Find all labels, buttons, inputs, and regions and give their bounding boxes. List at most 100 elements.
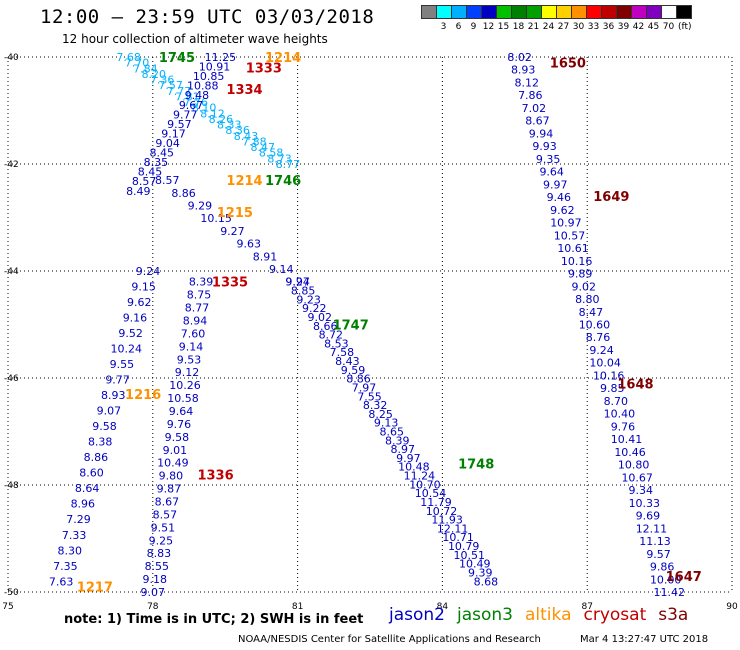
wave-height-value: 10.46 bbox=[614, 446, 646, 459]
wave-height-value: 8.02 bbox=[507, 51, 532, 64]
wave-height-value: 9.24 bbox=[285, 276, 310, 289]
wave-height-value: 7.33 bbox=[62, 529, 87, 542]
wave-height-value: 10.41 bbox=[611, 433, 643, 446]
wave-height-value: 8.76 bbox=[586, 331, 611, 344]
x-tick-label: 81 bbox=[292, 602, 303, 612]
wave-height-value: 10.67 bbox=[621, 471, 653, 484]
wave-height-value: 10.40 bbox=[604, 408, 636, 421]
wave-height-value: 8.43 bbox=[335, 355, 360, 368]
wave-height-value: 7.97 bbox=[352, 381, 377, 394]
wave-height-value: 8.57 bbox=[132, 175, 157, 188]
wave-height-value: 8.86 bbox=[171, 187, 196, 200]
wave-height-value: 7.88 bbox=[242, 135, 267, 148]
pass-time-label: 1217 bbox=[77, 581, 113, 596]
wave-height-value: 9.85 bbox=[600, 382, 625, 395]
color-scale-labels: 3 6 9 12 15 18 21 24 27 30 33 36 39 42 45 70 (ft) bbox=[421, 22, 692, 32]
wave-height-value: 8.57 bbox=[155, 174, 180, 187]
wave-height-value: 10.16 bbox=[561, 255, 593, 268]
wave-height-value: 9.16 bbox=[123, 312, 148, 325]
wave-height-value: 10.61 bbox=[557, 242, 589, 255]
wave-height-value: 7.76 bbox=[183, 96, 208, 109]
wave-height-value: 9.97 bbox=[543, 178, 568, 191]
wave-height-value: 8.73 bbox=[267, 152, 292, 165]
color-label: 36 bbox=[602, 22, 615, 32]
wave-height-value: 8.33 bbox=[217, 119, 242, 132]
pass-time-label: 1745 bbox=[159, 51, 195, 66]
wave-height-value: 8.35 bbox=[144, 156, 169, 169]
wave-height-value: 7.68 bbox=[116, 51, 141, 64]
y-tick-label: -42 bbox=[4, 160, 19, 170]
wave-height-value: 8.83 bbox=[147, 547, 172, 560]
mission-jason2: jason2 bbox=[389, 605, 445, 625]
wave-height-value: 9.62 bbox=[127, 296, 152, 309]
wave-height-value: 9.89 bbox=[568, 268, 593, 281]
wave-height-value: 8.64 bbox=[75, 482, 100, 495]
wave-height-value: 10.33 bbox=[629, 497, 661, 510]
wave-height-value: 9.35 bbox=[536, 153, 561, 166]
wave-height-value: 10.00 bbox=[650, 573, 682, 586]
wave-height-value: 10.58 bbox=[167, 392, 199, 405]
pass-time-label: 1649 bbox=[593, 190, 629, 205]
color-scale-bar bbox=[421, 5, 692, 19]
footer-timestamp: Mar 4 13:27:47 UTC 2018 bbox=[580, 634, 709, 645]
pass-time-label: 1336 bbox=[197, 468, 233, 483]
chart-title: 12:00 – 23:59 UTC 03/03/2018 bbox=[40, 6, 375, 28]
wave-height-value: 10.54 bbox=[415, 487, 447, 500]
wave-height-value: 8.39 bbox=[189, 276, 214, 289]
chart-subtitle: 12 hour collection of altimeter wave hei… bbox=[62, 32, 328, 46]
wave-height-value: 8.86 bbox=[84, 451, 109, 464]
wave-height-value: 8.91 bbox=[253, 250, 278, 263]
wave-height-value: 9.25 bbox=[149, 534, 174, 547]
wave-height-value: 11.79 bbox=[420, 496, 452, 509]
wave-height-value: 11.25 bbox=[205, 51, 237, 64]
color-label: 18 bbox=[512, 22, 525, 32]
wave-height-value: 7.77 bbox=[167, 85, 192, 98]
wave-height-value: 10.60 bbox=[579, 319, 611, 332]
mission-legend: jason2 jason3 altika cryosat s3a bbox=[389, 605, 688, 625]
color-label: 15 bbox=[497, 22, 510, 32]
mission-altika: altika bbox=[525, 605, 572, 625]
footer-note: note: 1) Time is in UTC; 2) SWH is in fe… bbox=[64, 612, 364, 627]
wave-height-value: 8.77 bbox=[185, 302, 210, 315]
wave-height-value: 7.57 bbox=[158, 79, 183, 92]
y-tick-label: -40 bbox=[4, 53, 19, 63]
wave-height-value: 9.39 bbox=[468, 566, 493, 579]
wave-height-value: 10.24 bbox=[111, 343, 143, 356]
wave-height-value: 9.62 bbox=[550, 204, 575, 217]
x-tick-label: 78 bbox=[147, 602, 159, 612]
wave-height-value: 9.29 bbox=[188, 199, 213, 212]
wave-height-value: 9.14 bbox=[269, 263, 294, 276]
wave-height-value: 10.16 bbox=[593, 369, 625, 382]
color-label: 33 bbox=[587, 22, 600, 32]
wave-height-value: 9.51 bbox=[151, 521, 176, 534]
wave-height-value: 7.60 bbox=[181, 327, 206, 340]
wave-height-value: 8.85 bbox=[291, 285, 316, 298]
x-tick-label: 87 bbox=[581, 602, 592, 612]
wave-height-value: 8.55 bbox=[145, 560, 170, 573]
wave-height-value: 9.04 bbox=[155, 137, 180, 150]
wave-height-value: 8.67 bbox=[525, 115, 550, 128]
wave-height-value: 9.17 bbox=[161, 127, 186, 140]
wave-height-value: 8.75 bbox=[187, 289, 212, 302]
wave-height-value: 7.70 bbox=[125, 57, 150, 70]
wave-height-value: 12.11 bbox=[437, 522, 469, 535]
wave-height-value: 9.18 bbox=[143, 573, 168, 586]
wave-height-value: 8.86 bbox=[346, 373, 371, 386]
wave-height-value: 8.97 bbox=[391, 443, 416, 456]
wave-height-value: 7.81 bbox=[175, 90, 200, 103]
wave-height-value: 10.85 bbox=[193, 70, 225, 83]
wave-height-value: 7.63 bbox=[49, 575, 74, 588]
wave-height-value: 12.11 bbox=[636, 522, 668, 535]
wave-height-value: 9.13 bbox=[374, 417, 399, 430]
wave-height-value: 9.22 bbox=[302, 302, 327, 315]
wave-height-value: 8.43 bbox=[234, 130, 259, 143]
wave-height-value: 9.07 bbox=[97, 405, 122, 418]
wave-height-value: 8.70 bbox=[604, 395, 629, 408]
wave-height-value: 8.96 bbox=[71, 498, 96, 511]
wave-height-value: 10.71 bbox=[442, 531, 474, 544]
wave-height-value: 8.57 bbox=[153, 508, 178, 521]
wave-height-value: 9.76 bbox=[611, 420, 636, 433]
wave-height-value: 9.24 bbox=[589, 344, 614, 357]
wave-height-value: 9.63 bbox=[236, 238, 261, 251]
wave-height-value: 9.64 bbox=[539, 166, 564, 179]
